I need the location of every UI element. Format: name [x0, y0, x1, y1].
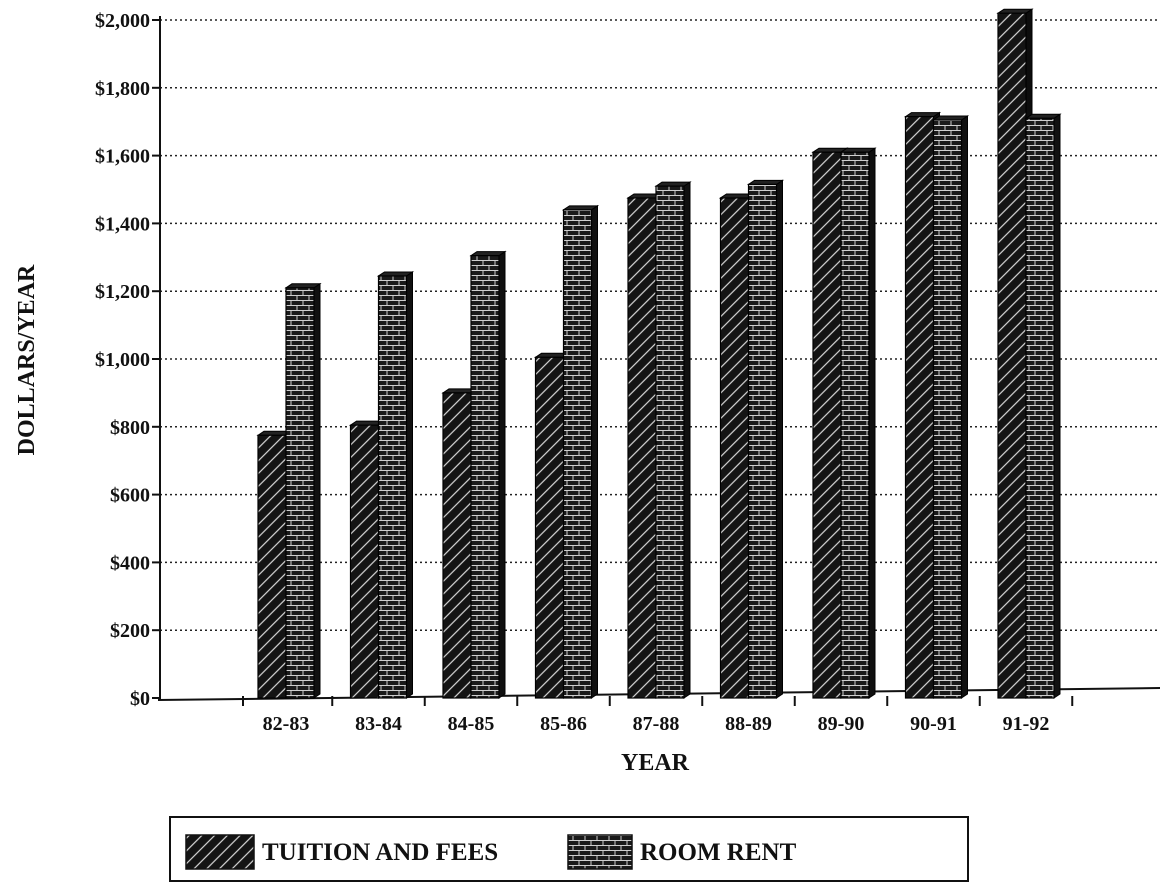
bar-tuition [997, 12, 1027, 699]
legend: TUITION AND FEES ROOM RENT [169, 816, 969, 882]
y-tick-label: $1,800 [95, 78, 150, 100]
bar-room-rent [377, 275, 408, 699]
y-tick-label: $0 [130, 688, 150, 710]
legend-swatch-room-rent [567, 834, 633, 870]
bar-room-rent [840, 151, 870, 699]
y-tick-label: $1,200 [95, 281, 150, 303]
x-tick-label: 89-90 [818, 713, 865, 735]
bar-room-rent-side [591, 204, 598, 699]
bar-room-rent [285, 287, 315, 699]
legend-label-room-rent: ROOM RENT [640, 839, 797, 866]
bar-tuition [349, 424, 380, 699]
bar-room-rent [932, 119, 963, 699]
y-tick-label: $400 [110, 552, 150, 574]
legend-swatch-tuition [185, 834, 255, 870]
bar-room-rent-side [498, 250, 506, 699]
x-tick-label: 85-86 [540, 713, 587, 735]
bar-room-rent [655, 185, 685, 699]
x-axis-ticks: 82-83 83-84 84-85 85-86 87-88 88-89 89-90 90-91… [242, 696, 1074, 735]
bar-room-rent-side [961, 115, 968, 699]
y-tick-label: $2,000 [95, 10, 150, 32]
bar-room-rent-side [406, 271, 413, 699]
y-tick-label: $1,600 [95, 146, 150, 168]
y-tick-label: $200 [110, 620, 150, 642]
x-tick-label: 82-83 [263, 713, 310, 735]
x-tick-label: 90-91 [910, 713, 957, 735]
y-tick-label: $800 [110, 417, 150, 439]
x-tick-label: 83-84 [355, 713, 402, 735]
y-tick-label: $1,400 [95, 213, 150, 235]
y-tick-label: $600 [110, 485, 150, 507]
bar-room-rent-side [683, 181, 691, 699]
bar-tuition [812, 151, 842, 699]
bar-room-rent-side [868, 147, 876, 699]
y-axis-ticks: $0 $200 $400 $600 $800 $1,000 $1,200 $1,400 $1,6… [95, 10, 160, 710]
bars [256, 8, 1062, 699]
bar-room-rent [1025, 117, 1055, 699]
y-tick-label: $1,000 [95, 349, 150, 371]
legend-label-tuition: TUITION AND FEES [262, 839, 498, 866]
x-tick-label: 91-92 [1003, 713, 1050, 735]
bar-room-rent-side [776, 179, 783, 699]
bar-room-rent [562, 209, 593, 699]
bar-room-rent-side [313, 282, 321, 699]
bar-tuition [257, 434, 287, 699]
x-tick-label: 84-85 [448, 713, 495, 735]
bar-tuition [627, 197, 657, 699]
bar-room-rent [470, 255, 500, 699]
bar-room-rent-side [1053, 113, 1061, 699]
x-tick-label: 87-88 [633, 713, 680, 735]
x-tick-label: 88-89 [725, 713, 772, 735]
legend-box [169, 816, 969, 882]
x-axis-title: YEAR [621, 750, 690, 776]
y-axis-title: DOLLARS/YEAR [14, 264, 40, 455]
bar-tuition [719, 197, 750, 699]
bar-tuition [534, 356, 565, 699]
bar-room-rent [747, 183, 778, 699]
bar-tuition [442, 392, 472, 699]
bar-tuition [904, 116, 935, 699]
